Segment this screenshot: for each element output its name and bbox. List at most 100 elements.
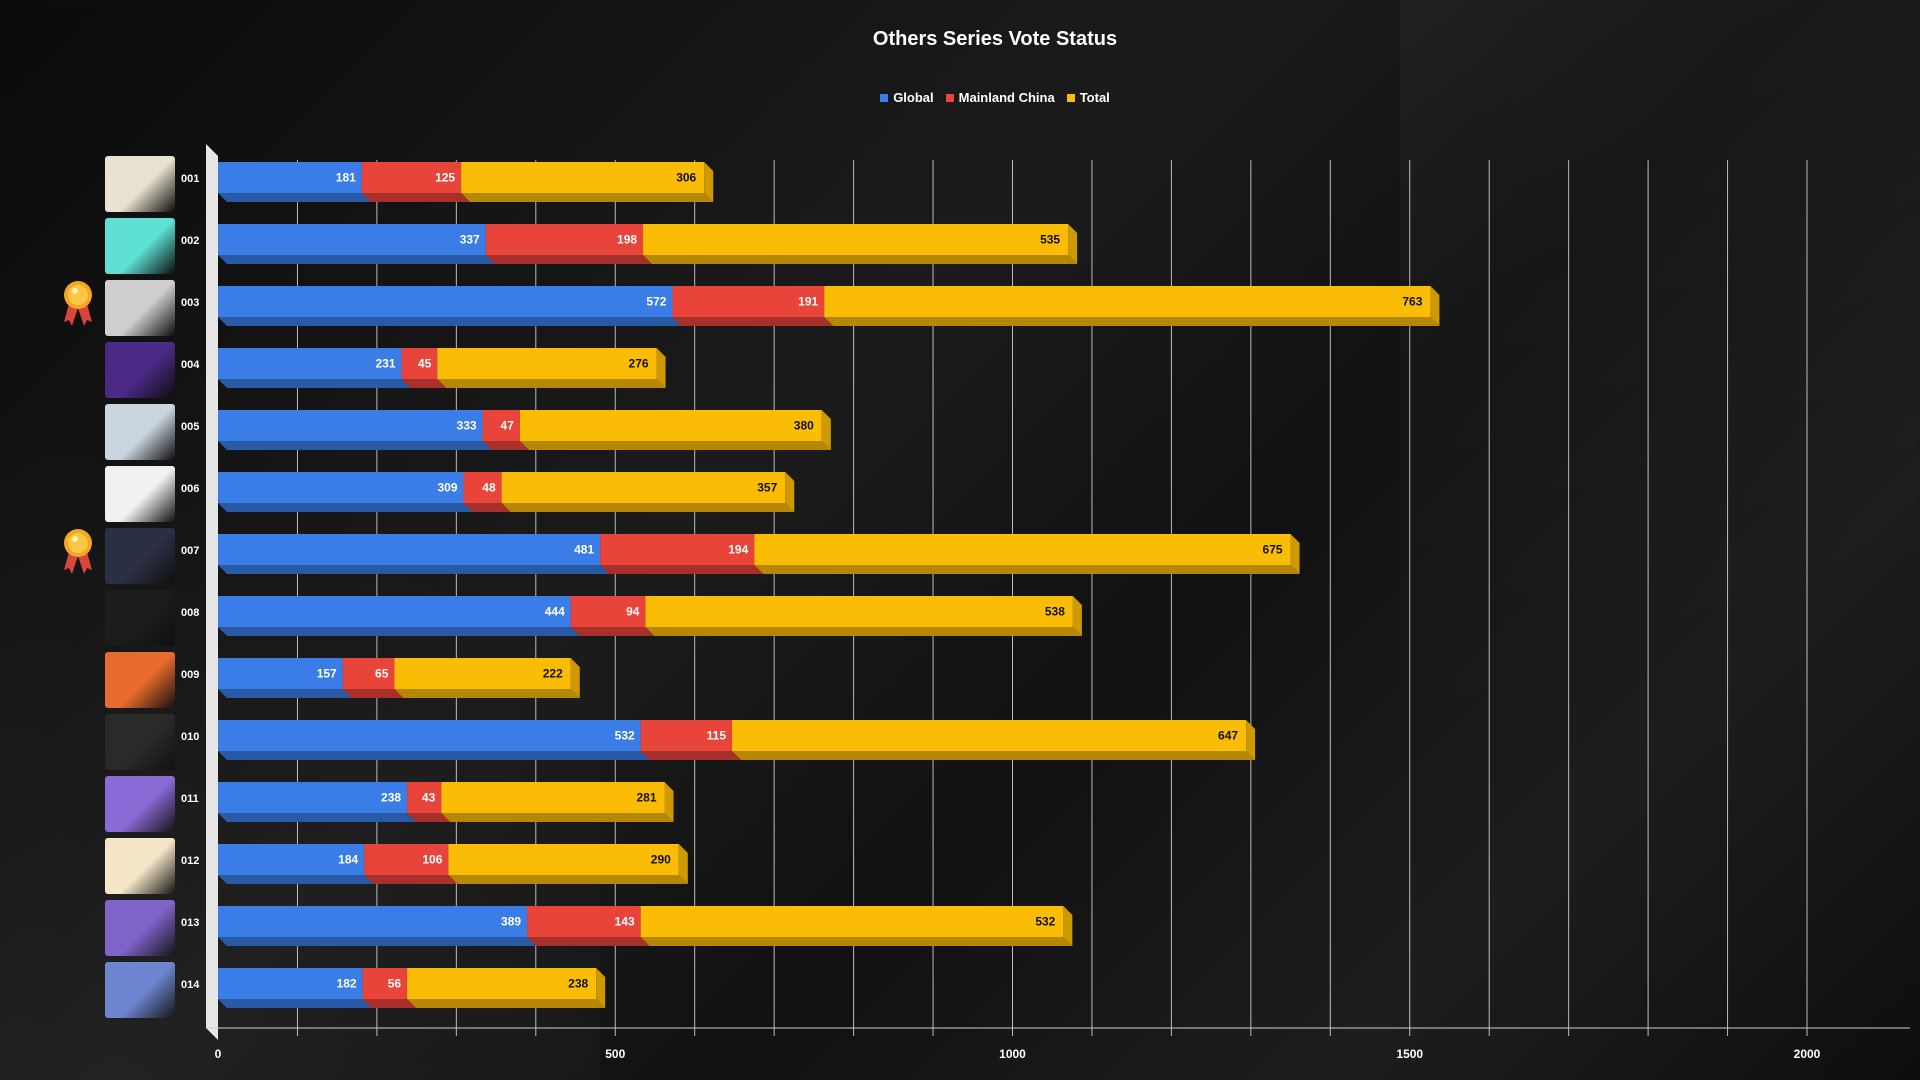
bar-mainland-china-depth — [482, 441, 529, 450]
legend-swatch — [945, 93, 954, 102]
data-label-global: 181 — [336, 171, 356, 185]
artwork-thumbnail[interactable] — [105, 590, 175, 646]
bar-global — [218, 534, 601, 565]
bar-mainland-china-depth — [672, 317, 834, 326]
data-label-mainland-china: 143 — [615, 915, 635, 929]
bar-mainland-china — [342, 658, 395, 689]
bar-end-cap — [656, 348, 666, 388]
data-label-global: 572 — [646, 295, 666, 309]
bar-mainland-china-depth — [401, 379, 447, 388]
category-label: 004 — [181, 359, 200, 371]
artwork-thumbnail[interactable] — [105, 776, 175, 832]
data-label-global: 231 — [375, 357, 395, 371]
bar-global — [218, 968, 363, 999]
artwork-thumbnail[interactable] — [105, 838, 175, 894]
bar-total-depth — [437, 379, 666, 388]
artwork-thumbnail[interactable] — [105, 280, 175, 336]
bar-mainland-china — [640, 720, 733, 751]
artwork-thumbnail[interactable] — [105, 342, 175, 398]
artwork-thumbnail[interactable] — [105, 900, 175, 956]
data-label-global: 184 — [338, 853, 358, 867]
data-label-mainland-china: 43 — [422, 791, 436, 805]
bar-total-depth — [407, 999, 606, 1008]
bar-total — [437, 348, 657, 379]
artwork-thumbnail[interactable] — [105, 962, 175, 1018]
artwork-thumbnail[interactable] — [105, 528, 175, 584]
data-label-global: 444 — [545, 605, 565, 619]
x-tick-label: 1500 — [1396, 1047, 1423, 1061]
bar-total-depth — [645, 627, 1082, 636]
category-label: 002 — [181, 235, 199, 247]
bar-mainland-china-depth — [485, 255, 653, 264]
artwork-thumbnail[interactable] — [105, 218, 175, 274]
bar-mainland-china — [570, 596, 646, 627]
legend-item-mainland-china[interactable]: Mainland China — [945, 90, 1055, 105]
artwork-thumbnail[interactable] — [105, 404, 175, 460]
bar-mainland-china — [600, 534, 755, 565]
bar-mainland-china — [401, 348, 438, 379]
data-label-global: 157 — [317, 667, 337, 681]
artwork-thumbnail[interactable] — [105, 714, 175, 770]
bar-global-depth — [218, 503, 473, 512]
bar-total — [754, 534, 1291, 565]
category-label: 001 — [181, 173, 199, 185]
bar-total — [394, 658, 571, 689]
legend-swatch — [1066, 93, 1075, 102]
bar-mainland-china-depth — [640, 751, 742, 760]
data-label-mainland-china: 198 — [617, 233, 637, 247]
bar-mainland-china — [485, 224, 644, 255]
bar-end-cap — [664, 782, 674, 822]
artwork-thumbnail[interactable] — [105, 652, 175, 708]
data-label-total: 538 — [1045, 605, 1065, 619]
bar-total-depth — [448, 875, 688, 884]
bar-total-depth — [732, 751, 1256, 760]
category-label: 010 — [181, 731, 199, 743]
data-label-total: 532 — [1035, 915, 1055, 929]
bar-global-depth — [218, 813, 417, 822]
data-label-mainland-china: 191 — [798, 295, 818, 309]
bar-mainland-china-depth — [364, 875, 458, 884]
data-label-mainland-china: 56 — [388, 977, 402, 991]
category-label: 003 — [181, 297, 199, 309]
bar-global — [218, 720, 641, 751]
bar-global — [218, 224, 486, 255]
legend-label: Mainland China — [958, 90, 1055, 105]
bar-end-cap — [570, 658, 580, 698]
bar-mainland-china — [407, 782, 442, 813]
data-label-total: 306 — [676, 171, 696, 185]
bar-mainland-china — [463, 472, 502, 503]
data-label-mainland-china: 106 — [422, 853, 442, 867]
bar-mainland-china-depth — [362, 999, 417, 1008]
category-label: 005 — [181, 421, 199, 433]
data-label-global: 532 — [615, 729, 635, 743]
bar-end-cap — [1068, 224, 1078, 264]
artwork-thumbnail[interactable] — [105, 466, 175, 522]
legend-item-global[interactable]: Global — [880, 90, 934, 105]
bar-end-cap — [1246, 720, 1256, 760]
bar-global — [218, 472, 464, 503]
data-label-global: 182 — [337, 977, 357, 991]
bar-global-depth — [218, 565, 610, 574]
legend-item-total[interactable]: Total — [1066, 90, 1110, 105]
x-tick-label: 2000 — [1794, 1047, 1821, 1061]
bar-mainland-china-depth — [361, 193, 471, 202]
x-tick-label: 500 — [605, 1047, 625, 1061]
bar-global-depth — [218, 875, 374, 884]
bar-mainland-china — [362, 968, 408, 999]
data-label-mainland-china: 194 — [728, 543, 748, 557]
data-label-global: 238 — [381, 791, 401, 805]
data-label-mainland-china: 65 — [375, 667, 389, 681]
medal-icon — [60, 526, 96, 576]
data-label-mainland-china: 94 — [626, 605, 640, 619]
bar-global-depth — [218, 627, 580, 636]
axis-wall — [206, 144, 218, 1040]
bar-total — [441, 782, 665, 813]
artwork-thumbnail[interactable] — [105, 156, 175, 212]
category-label: 006 — [181, 483, 199, 495]
bar-global-depth — [218, 379, 411, 388]
legend-swatch — [880, 93, 889, 102]
bar-total-depth — [441, 813, 674, 822]
bar-total-depth — [640, 937, 1073, 946]
bar-mainland-china-depth — [600, 565, 764, 574]
bar-end-cap — [678, 844, 688, 884]
